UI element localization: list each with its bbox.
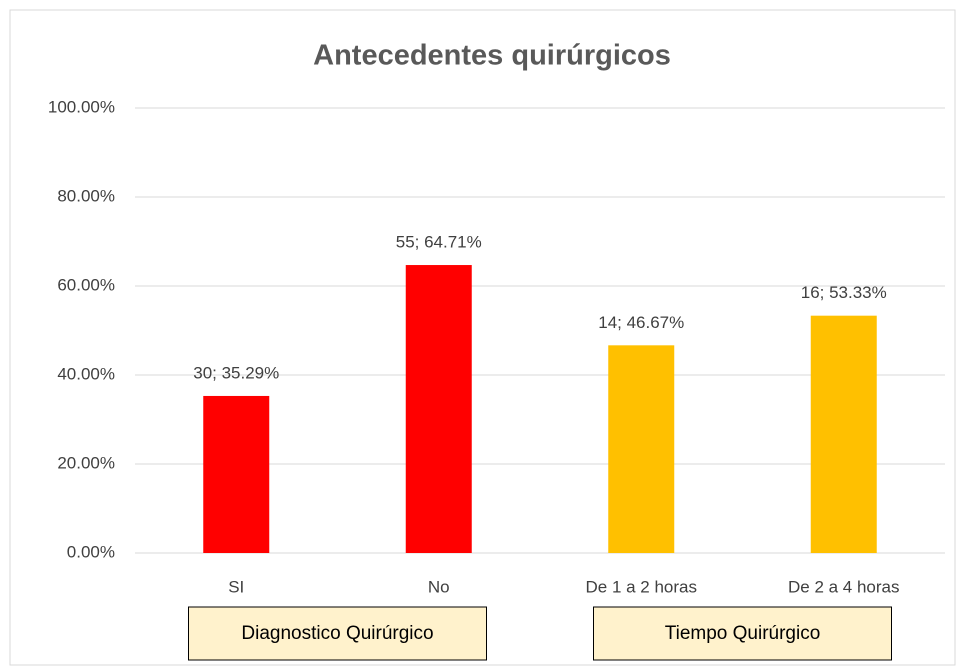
y-tick-label: 80.00% xyxy=(57,186,115,205)
x-tick-label: No xyxy=(428,577,450,596)
group-label: Diagnostico Quirúrgico xyxy=(241,623,433,644)
y-tick-label: 20.00% xyxy=(57,453,115,472)
bar xyxy=(810,315,877,553)
x-tick-label: SI xyxy=(228,577,244,596)
data-label: 30; 35.29% xyxy=(193,363,279,382)
y-tick-label: 40.00% xyxy=(57,364,115,383)
group-box xyxy=(188,606,487,661)
data-label: 14; 46.67% xyxy=(598,313,684,332)
group-label: Tiempo Quirúrgico xyxy=(665,623,821,644)
data-label: 55; 64.71% xyxy=(396,233,482,252)
data-label: 16; 53.33% xyxy=(801,283,887,302)
y-tick-label: 0.00% xyxy=(67,542,115,561)
x-tick-label: De 1 a 2 horas xyxy=(585,577,697,596)
group-box xyxy=(593,606,892,661)
bar xyxy=(203,395,270,553)
y-tick-label: 60.00% xyxy=(57,275,115,294)
chart-border xyxy=(9,9,956,666)
bar xyxy=(608,345,675,553)
y-tick-label: 100.00% xyxy=(48,97,115,116)
chart-title: Antecedentes quirúrgicos xyxy=(313,40,671,72)
bar xyxy=(405,265,472,553)
x-tick-label: De 2 a 4 horas xyxy=(788,577,900,596)
